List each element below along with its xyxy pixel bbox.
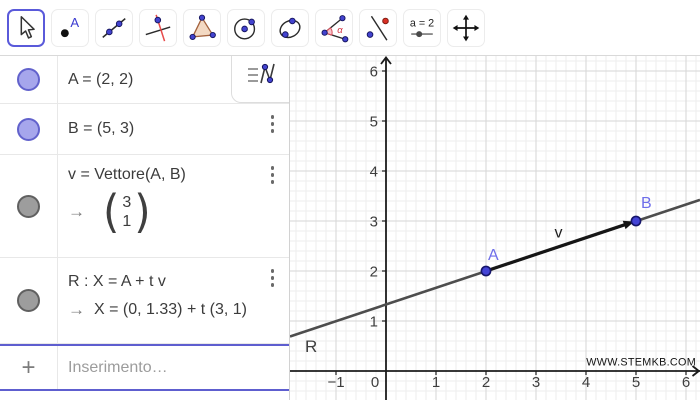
point-a[interactable] [480, 265, 492, 277]
x-tick-label: 0 [371, 374, 379, 391]
expression-r-definition[interactable]: R : X = A + t v [68, 273, 166, 290]
x-tick-label: 5 [632, 374, 640, 391]
y-tick-label: 5 [370, 113, 378, 130]
tool-button-point[interactable]: A [51, 9, 89, 47]
watermark: WWW.STEMKB.COM [586, 357, 696, 369]
algebra-row-r[interactable]: R : X = A + t v → X = (0, 1.33) + t (3, … [0, 258, 289, 344]
line-icon [102, 18, 126, 38]
vector-paren-open: ( [103, 185, 120, 238]
algebra-input[interactable] [58, 347, 289, 388]
visibility-cell [0, 104, 58, 154]
line-r-label: R [305, 337, 317, 356]
output-arrow: → [68, 300, 85, 319]
tool-button-move-view[interactable] [447, 9, 485, 47]
expression-r-value: → X = (0, 1.33) + t (3, 1) [68, 300, 289, 320]
toolbar: A [0, 0, 700, 56]
kebab-menu-icon[interactable] [269, 113, 277, 135]
point-a-label: A [488, 247, 499, 264]
x-tick-label: 3 [532, 374, 540, 391]
algebra-input-row[interactable]: + [0, 344, 289, 391]
slider-icon: a = 2 [410, 18, 434, 38]
algebra-row-a[interactable]: A = (2, 2) [0, 50, 289, 104]
slider-label: a = 2 [410, 18, 434, 30]
visibility-toggle-v[interactable] [17, 194, 40, 218]
svg-text:α: α [337, 25, 343, 35]
graphics-view[interactable]: −1 0 1 2 3 4 5 6 1 2 3 4 5 6 Rv A B WWW.STEMKB.COM [290, 56, 700, 400]
vector-v-label: v [555, 225, 563, 242]
algebra-panel: A = (2, 2) B = (5, 3) [0, 50, 290, 400]
line-parametric-form: X = (0, 1.33) + t (3, 1) [94, 301, 247, 318]
x-tick-label: 1 [432, 374, 440, 391]
ellipse-icon [279, 17, 301, 39]
y-tick-label: 4 [370, 163, 378, 180]
polygon-icon [189, 14, 216, 41]
tool-button-move[interactable] [7, 9, 45, 47]
x-axis-arrow [691, 365, 700, 377]
visibility-cell [0, 258, 58, 343]
kebab-menu-icon[interactable] [269, 267, 277, 289]
algebra-row-v[interactable]: v = Vettore(A, B) → ( 3 1 ) [0, 155, 289, 258]
x-tick-label: 2 [482, 374, 490, 391]
x-tick-label: 4 [582, 374, 590, 391]
expression-v-value: → ( 3 1 ) [68, 185, 289, 238]
visibility-toggle-r[interactable] [17, 289, 40, 312]
angle-icon: α [321, 15, 349, 43]
cursor-icon [20, 16, 35, 39]
algebra-style-button[interactable] [231, 50, 289, 103]
kebab-menu-icon[interactable] [269, 164, 277, 186]
tool-button-circle[interactable] [227, 9, 265, 47]
y-tick-label: 2 [370, 263, 378, 280]
visibility-cell [0, 155, 58, 257]
expression-b[interactable]: B = (5, 3) [68, 120, 135, 137]
x-tick-label: 6 [682, 374, 690, 391]
move-view-icon [452, 14, 480, 42]
y-tick-label: 1 [370, 313, 378, 330]
visibility-toggle-a[interactable] [17, 68, 40, 91]
reflection-icon [366, 15, 389, 41]
vector-paren-close: ) [134, 185, 151, 238]
y-axis-arrow [380, 56, 392, 65]
tool-button-perpendicular[interactable] [139, 9, 177, 47]
visibility-cell [0, 56, 58, 103]
x-tick-label: −1 [327, 374, 344, 391]
perpendicular-line-icon [145, 14, 171, 42]
circle-icon [234, 18, 256, 40]
vector-v[interactable] [485, 222, 627, 273]
tool-button-ellipse[interactable] [271, 9, 309, 47]
point-b-label: B [641, 195, 652, 212]
point-b[interactable] [630, 215, 642, 227]
point-icon: A [60, 15, 79, 38]
y-tick-label: 6 [370, 63, 378, 80]
vector-components: 3 1 [119, 193, 134, 231]
tool-button-slider[interactable]: a = 2 [403, 9, 441, 47]
vector-y: 1 [122, 213, 132, 230]
tool-button-polygon[interactable] [183, 9, 221, 47]
algebra-style-icon [247, 63, 275, 84]
y-tick-label: 3 [370, 213, 378, 230]
tool-button-angle[interactable]: α [315, 9, 353, 47]
plus-icon[interactable]: + [0, 346, 58, 389]
tool-button-line[interactable] [95, 9, 133, 47]
vector-x: 3 [122, 194, 132, 211]
svg-text:A: A [70, 15, 79, 30]
algebra-row-b[interactable]: B = (5, 3) [0, 104, 289, 155]
output-arrow: → [68, 202, 85, 221]
visibility-toggle-b[interactable] [17, 117, 40, 141]
tool-button-reflect[interactable] [359, 9, 397, 47]
expression-v-definition[interactable]: v = Vettore(A, B) [68, 166, 186, 183]
expression-a[interactable]: A = (2, 2) [68, 70, 134, 88]
